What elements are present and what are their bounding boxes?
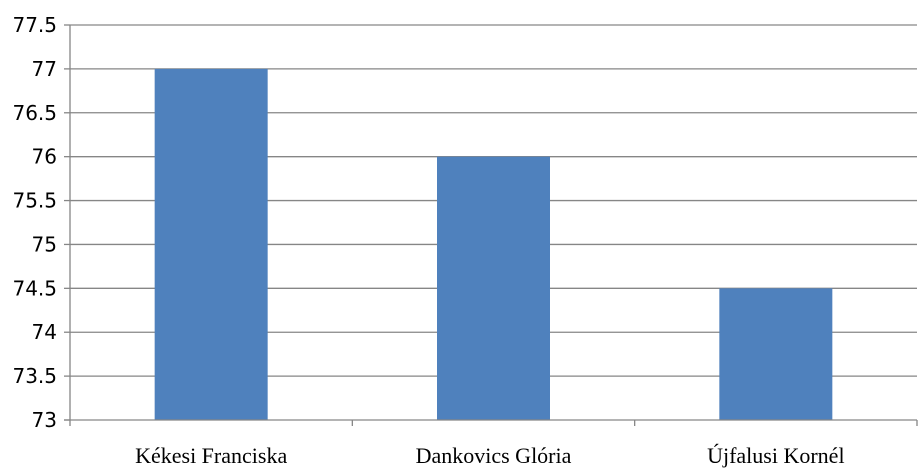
- y-tick-label: 76: [32, 145, 57, 169]
- bar: [719, 288, 833, 420]
- x-category-label: Kékesi Franciska: [135, 443, 287, 468]
- y-tick-label: 77: [32, 57, 57, 81]
- y-tick-label: 74.5: [12, 276, 57, 300]
- y-tick-label: 75: [32, 232, 57, 256]
- bars: [154, 68, 833, 420]
- axes: [64, 24, 918, 426]
- y-tick-label: 77.5: [12, 13, 57, 37]
- y-tick-label: 73.5: [12, 364, 57, 388]
- y-tick-label: 75.5: [12, 189, 57, 213]
- bar: [154, 68, 268, 420]
- y-tick-label: 73: [32, 408, 57, 432]
- bar: [437, 156, 550, 420]
- x-category-label: Dankovics Glória: [416, 443, 572, 468]
- x-category-label: Újfalusi Kornél: [707, 443, 844, 468]
- y-tick-label: 74: [32, 320, 57, 344]
- y-tick-label: 76.5: [12, 101, 57, 125]
- labels: 73 73.5 74 74.5 75 75.5 76 76.5 77 77.5 Kékesi Fra…: [12, 13, 844, 468]
